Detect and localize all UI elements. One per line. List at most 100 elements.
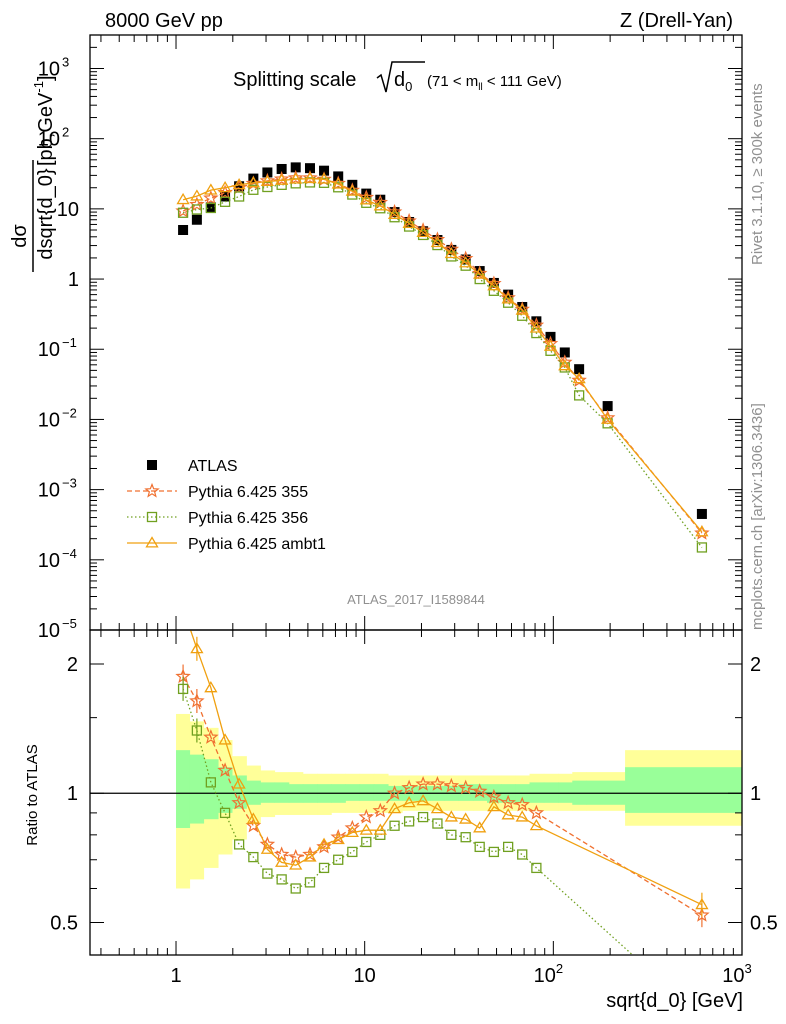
y-tick-label-base: 10 bbox=[38, 550, 60, 572]
ratio-point-pythia-6-425-356 bbox=[276, 874, 287, 885]
ratio-y-axis-label: Ratio to ATLAS bbox=[24, 744, 41, 845]
svg-text:[pb,GeV-1]: [pb,GeV-1] bbox=[31, 75, 57, 166]
x-tick-label: 1 bbox=[170, 965, 181, 987]
y-label-units-close: ] bbox=[35, 75, 57, 81]
ratio-point-pythia-6-425-ambt1 bbox=[501, 808, 515, 820]
ratio-point-pythia-6-425-355 bbox=[471, 783, 488, 798]
ratio-point-pythia-6-425-355 bbox=[231, 794, 247, 810]
uncertainty-band-inner bbox=[558, 782, 573, 803]
data-point-pythia-6-425-ambt1 bbox=[558, 359, 572, 371]
ratio-point-pythia-6-425-ambt1 bbox=[473, 821, 487, 833]
uncertainty-band-inner bbox=[274, 782, 290, 803]
main-y-axis-label: dσ dsqrt{d_0} [pb,GeV-1] bbox=[9, 75, 57, 272]
ratio-point-pythia-6-425-356 bbox=[474, 841, 485, 853]
ratio-point-pythia-6-425-ambt1 bbox=[190, 642, 204, 654]
data-point-pythia-6-425-ambt1 bbox=[303, 171, 317, 184]
data-point-pythia-6-425-ambt1 bbox=[387, 207, 402, 220]
ratio-point-pythia-6-425-356 bbox=[375, 829, 386, 841]
legend-label: ATLAS bbox=[188, 458, 238, 475]
ratio-point-pythia-6-425-356 bbox=[389, 820, 400, 831]
plot-title-text: Splitting scale bbox=[233, 69, 356, 91]
y-tick-label-exp: −4 bbox=[62, 546, 77, 561]
ratio-point-pythia-6-425-356 bbox=[262, 868, 273, 879]
y-tick-label-base: 10 bbox=[38, 480, 60, 502]
ratio-point-pythia-6-425-355 bbox=[514, 796, 530, 812]
data-point-atlas bbox=[474, 266, 485, 277]
ratio-point-pythia-6-425-ambt1 bbox=[459, 812, 473, 824]
ratio-point-pythia-6-425-ambt1 bbox=[359, 823, 373, 835]
ratio-point-pythia-6-425-355 bbox=[386, 785, 403, 800]
ratio-point-pythia-6-425-356 bbox=[488, 846, 500, 858]
ratio-y-tick-label-left: 2 bbox=[67, 654, 78, 676]
y-tick-label-base: 10 bbox=[38, 409, 60, 431]
data-point-atlas bbox=[304, 163, 315, 174]
series-pythia-6-425-ambt1 bbox=[176, 171, 709, 537]
main-series-group bbox=[175, 162, 710, 553]
legend-marker bbox=[145, 536, 159, 548]
data-point-atlas bbox=[559, 347, 570, 358]
ratio-bands bbox=[176, 713, 742, 889]
ratio-frame bbox=[89, 629, 743, 956]
x-tick-label-base: 1 bbox=[170, 965, 181, 987]
ratio-point-pythia-6-425-355 bbox=[358, 808, 375, 824]
ratio-point-pythia-6-425-ambt1 bbox=[529, 818, 544, 831]
ratio-point-pythia-6-425-ambt1 bbox=[303, 850, 317, 862]
data-point-atlas bbox=[531, 316, 542, 327]
y-tick-label: 10 −2 bbox=[38, 405, 77, 431]
data-point-pythia-6-425-ambt1 bbox=[275, 173, 289, 185]
ratio-line-pythia-6-425-ambt1 bbox=[189, 630, 703, 906]
ratio-panel: 0.5 0.51 12 21 10 102 103 bbox=[50, 629, 778, 1022]
data-point-pythia-6-425-ambt1 bbox=[176, 192, 190, 205]
side-label-top: Rivet 3.1.10, ≥ 300k events bbox=[749, 83, 766, 265]
y-tick-label: 10 −1 bbox=[38, 335, 77, 361]
chart-title-right: Z (Drell-Yan) bbox=[620, 10, 733, 32]
data-point-atlas bbox=[290, 162, 301, 173]
y-tick-label-exp: 2 bbox=[62, 125, 69, 140]
ratio-point-pythia-6-425-ambt1 bbox=[260, 842, 275, 854]
data-point-pythia-6-425-ambt1 bbox=[473, 267, 487, 279]
ratio-point-pythia-6-425-356 bbox=[697, 1013, 706, 1022]
ratio-point-pythia-6-425-ambt1 bbox=[232, 777, 246, 789]
legend: ATLAS Pythia 6.425 355 Pythia 6.425 356 Pyt… bbox=[127, 458, 326, 553]
ratio-point-pythia-6-425-ambt1 bbox=[695, 897, 709, 910]
data-point-pythia-6-425-356 bbox=[248, 184, 259, 195]
data-point-pythia-6-425-356 bbox=[219, 196, 231, 207]
data-point-pythia-6-425-ambt1 bbox=[529, 321, 544, 333]
y-tick-label-base: 10 bbox=[38, 129, 60, 151]
ratio-point-pythia-6-425-ambt1 bbox=[204, 681, 218, 693]
data-point-pythia-6-425-355 bbox=[273, 171, 290, 186]
data-point-atlas bbox=[574, 364, 585, 375]
ratio-point-pythia-6-425-355 bbox=[500, 794, 516, 810]
ratio-point-pythia-6-425-355 bbox=[415, 775, 431, 791]
y-tick-label-exp: −1 bbox=[62, 335, 77, 350]
legend-marker bbox=[147, 460, 157, 470]
ratio-point-pythia-6-425-355 bbox=[259, 836, 276, 852]
legend-label: Pythia 6.425 ambt1 bbox=[188, 536, 326, 553]
series-atlas bbox=[178, 162, 707, 519]
plot-title: Splitting scale d0 (71 < mll < 111 GeV) bbox=[233, 61, 562, 94]
data-point-pythia-6-425-356 bbox=[177, 207, 189, 218]
data-point-atlas bbox=[319, 165, 330, 176]
ratio-point-pythia-6-425-356 bbox=[417, 811, 429, 823]
uncertainty-band-inner bbox=[203, 759, 219, 820]
ratio-point-pythia-6-425-ambt1 bbox=[218, 733, 232, 745]
data-point-pythia-6-425-355 bbox=[302, 169, 318, 185]
ratio-point-pythia-6-425-356 bbox=[517, 849, 528, 860]
data-point-pythia-6-425-356 bbox=[205, 202, 217, 214]
ratio-point-pythia-6-425-355 bbox=[429, 775, 446, 791]
ratio-point-pythia-6-425-356 bbox=[191, 725, 203, 736]
data-point-pythia-6-425-ambt1 bbox=[289, 172, 303, 184]
uncertainty-band-inner bbox=[529, 782, 545, 803]
data-point-pythia-6-425-355 bbox=[259, 172, 276, 188]
legend-entry-atlas: ATLAS bbox=[147, 458, 238, 475]
legend-label: Pythia 6.425 355 bbox=[188, 484, 308, 501]
x-axis-label: sqrt{d_0} [GeV] bbox=[606, 990, 743, 1012]
ratio-point-pythia-6-425-356 bbox=[361, 836, 372, 848]
data-point-pythia-6-425-ambt1 bbox=[543, 339, 558, 351]
data-point-pythia-6-425-ambt1 bbox=[430, 235, 445, 248]
x-tick-label-base: 10 bbox=[722, 965, 744, 987]
y-tick-label-base: 10 bbox=[57, 199, 79, 221]
data-point-pythia-6-425-356 bbox=[262, 181, 273, 193]
ratio-point-pythia-6-425-355 bbox=[486, 788, 502, 804]
x-tick-label-base: 10 bbox=[534, 965, 556, 987]
